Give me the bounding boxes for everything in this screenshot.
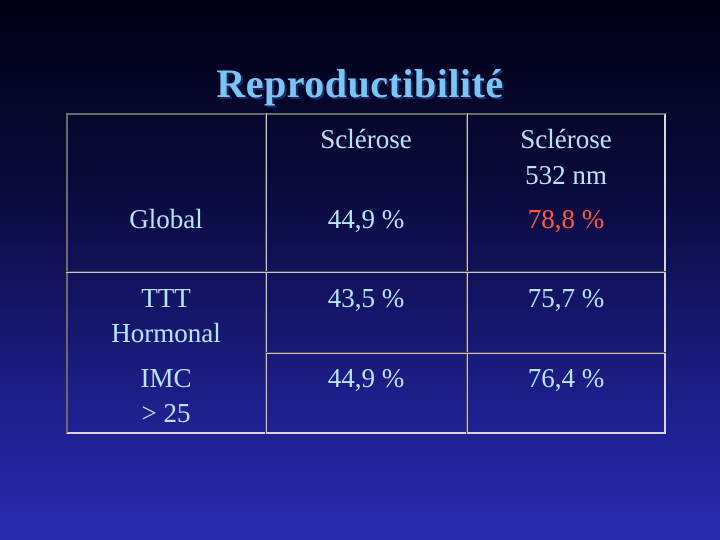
- header-sclerose-532-line2: 532 nm: [525, 160, 607, 190]
- column-divider-1: [265, 113, 267, 434]
- row-divider-2: [266, 352, 666, 354]
- imc-sclerose-532-value: 76,4 %: [527, 363, 605, 393]
- header-sclerose: Sclérose: [320, 124, 412, 154]
- row-label-ttt: TTT: [141, 283, 191, 313]
- ttt-sclerose-value: 43,5 %: [327, 283, 405, 313]
- row-divider-1: [66, 271, 666, 273]
- imc-sclerose-value: 44,9 %: [327, 363, 405, 393]
- table-border: [66, 113, 666, 434]
- ttt-sclerose-532-value: 75,7 %: [527, 283, 605, 313]
- row-label-global: Global: [129, 204, 203, 234]
- global-sclerose-532-value: 78,8 %: [527, 204, 605, 234]
- row-label-imc: IMC: [140, 363, 192, 393]
- header-sclerose-532-line1: Sclérose: [520, 124, 612, 154]
- column-divider-2: [466, 113, 468, 434]
- global-sclerose-value: 44,9 %: [327, 204, 405, 234]
- row-label-hormonal: Hormonal: [111, 318, 221, 348]
- slide-title: Reproductibilité: [216, 61, 504, 106]
- row-label-imc-threshold: > 25: [141, 398, 191, 428]
